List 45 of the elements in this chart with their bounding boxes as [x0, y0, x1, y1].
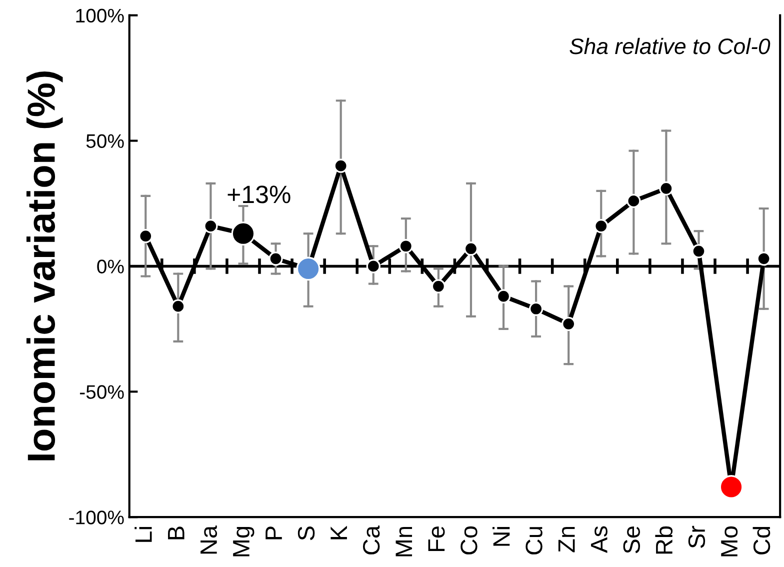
x-tick-label: As	[590, 526, 608, 553]
point	[366, 259, 380, 274]
x-tick-label: Na	[200, 525, 218, 554]
point	[496, 289, 511, 304]
x-tick-label: K	[330, 526, 347, 540]
y-tick-label: 50%	[86, 134, 124, 148]
x-tick-label: Sr	[688, 526, 706, 548]
point	[562, 316, 576, 331]
annotation: Sha relative to Col-0	[570, 38, 770, 54]
x-tick-label: Se	[623, 526, 640, 554]
y-axis-title: Ionomic variation (%)	[26, 72, 63, 460]
point	[204, 218, 218, 234]
x-tick-label: Rb	[655, 526, 673, 554]
x-tick-label: Mg	[233, 526, 254, 556]
x-tick-label: Cu	[526, 527, 542, 554]
x-tick-label: Li	[134, 527, 152, 542]
point	[594, 218, 608, 234]
x-tick-label: Co	[460, 526, 478, 554]
x-tick-label: Zn	[558, 526, 575, 552]
x-tick-label: Mn	[396, 526, 412, 556]
x-tick-label: Mo	[721, 526, 738, 556]
point	[171, 299, 186, 314]
x-tick-label: Ni	[492, 527, 510, 546]
y-tick-label: 0%	[97, 260, 124, 274]
point	[626, 194, 641, 208]
y-tick-label: -100%	[69, 510, 124, 524]
x-tick-label: P	[266, 526, 282, 540]
point	[138, 229, 153, 244]
point	[431, 279, 446, 294]
x-tick-label: Cd	[752, 526, 770, 554]
point	[334, 158, 348, 173]
x-tick-label: Ca	[363, 525, 380, 554]
y-tick-label: 100%	[76, 8, 124, 23]
point	[756, 252, 771, 266]
annotation: +13%	[228, 186, 290, 204]
point	[659, 181, 674, 196]
x-tick-label: S	[298, 526, 315, 540]
point	[268, 252, 283, 266]
x-tick-label: Fe	[428, 526, 445, 552]
point	[528, 302, 544, 316]
point	[464, 242, 478, 256]
point	[692, 244, 706, 258]
x-tick-label: B	[168, 526, 184, 540]
point	[398, 239, 413, 254]
y-tick-label: -50%	[80, 385, 124, 399]
